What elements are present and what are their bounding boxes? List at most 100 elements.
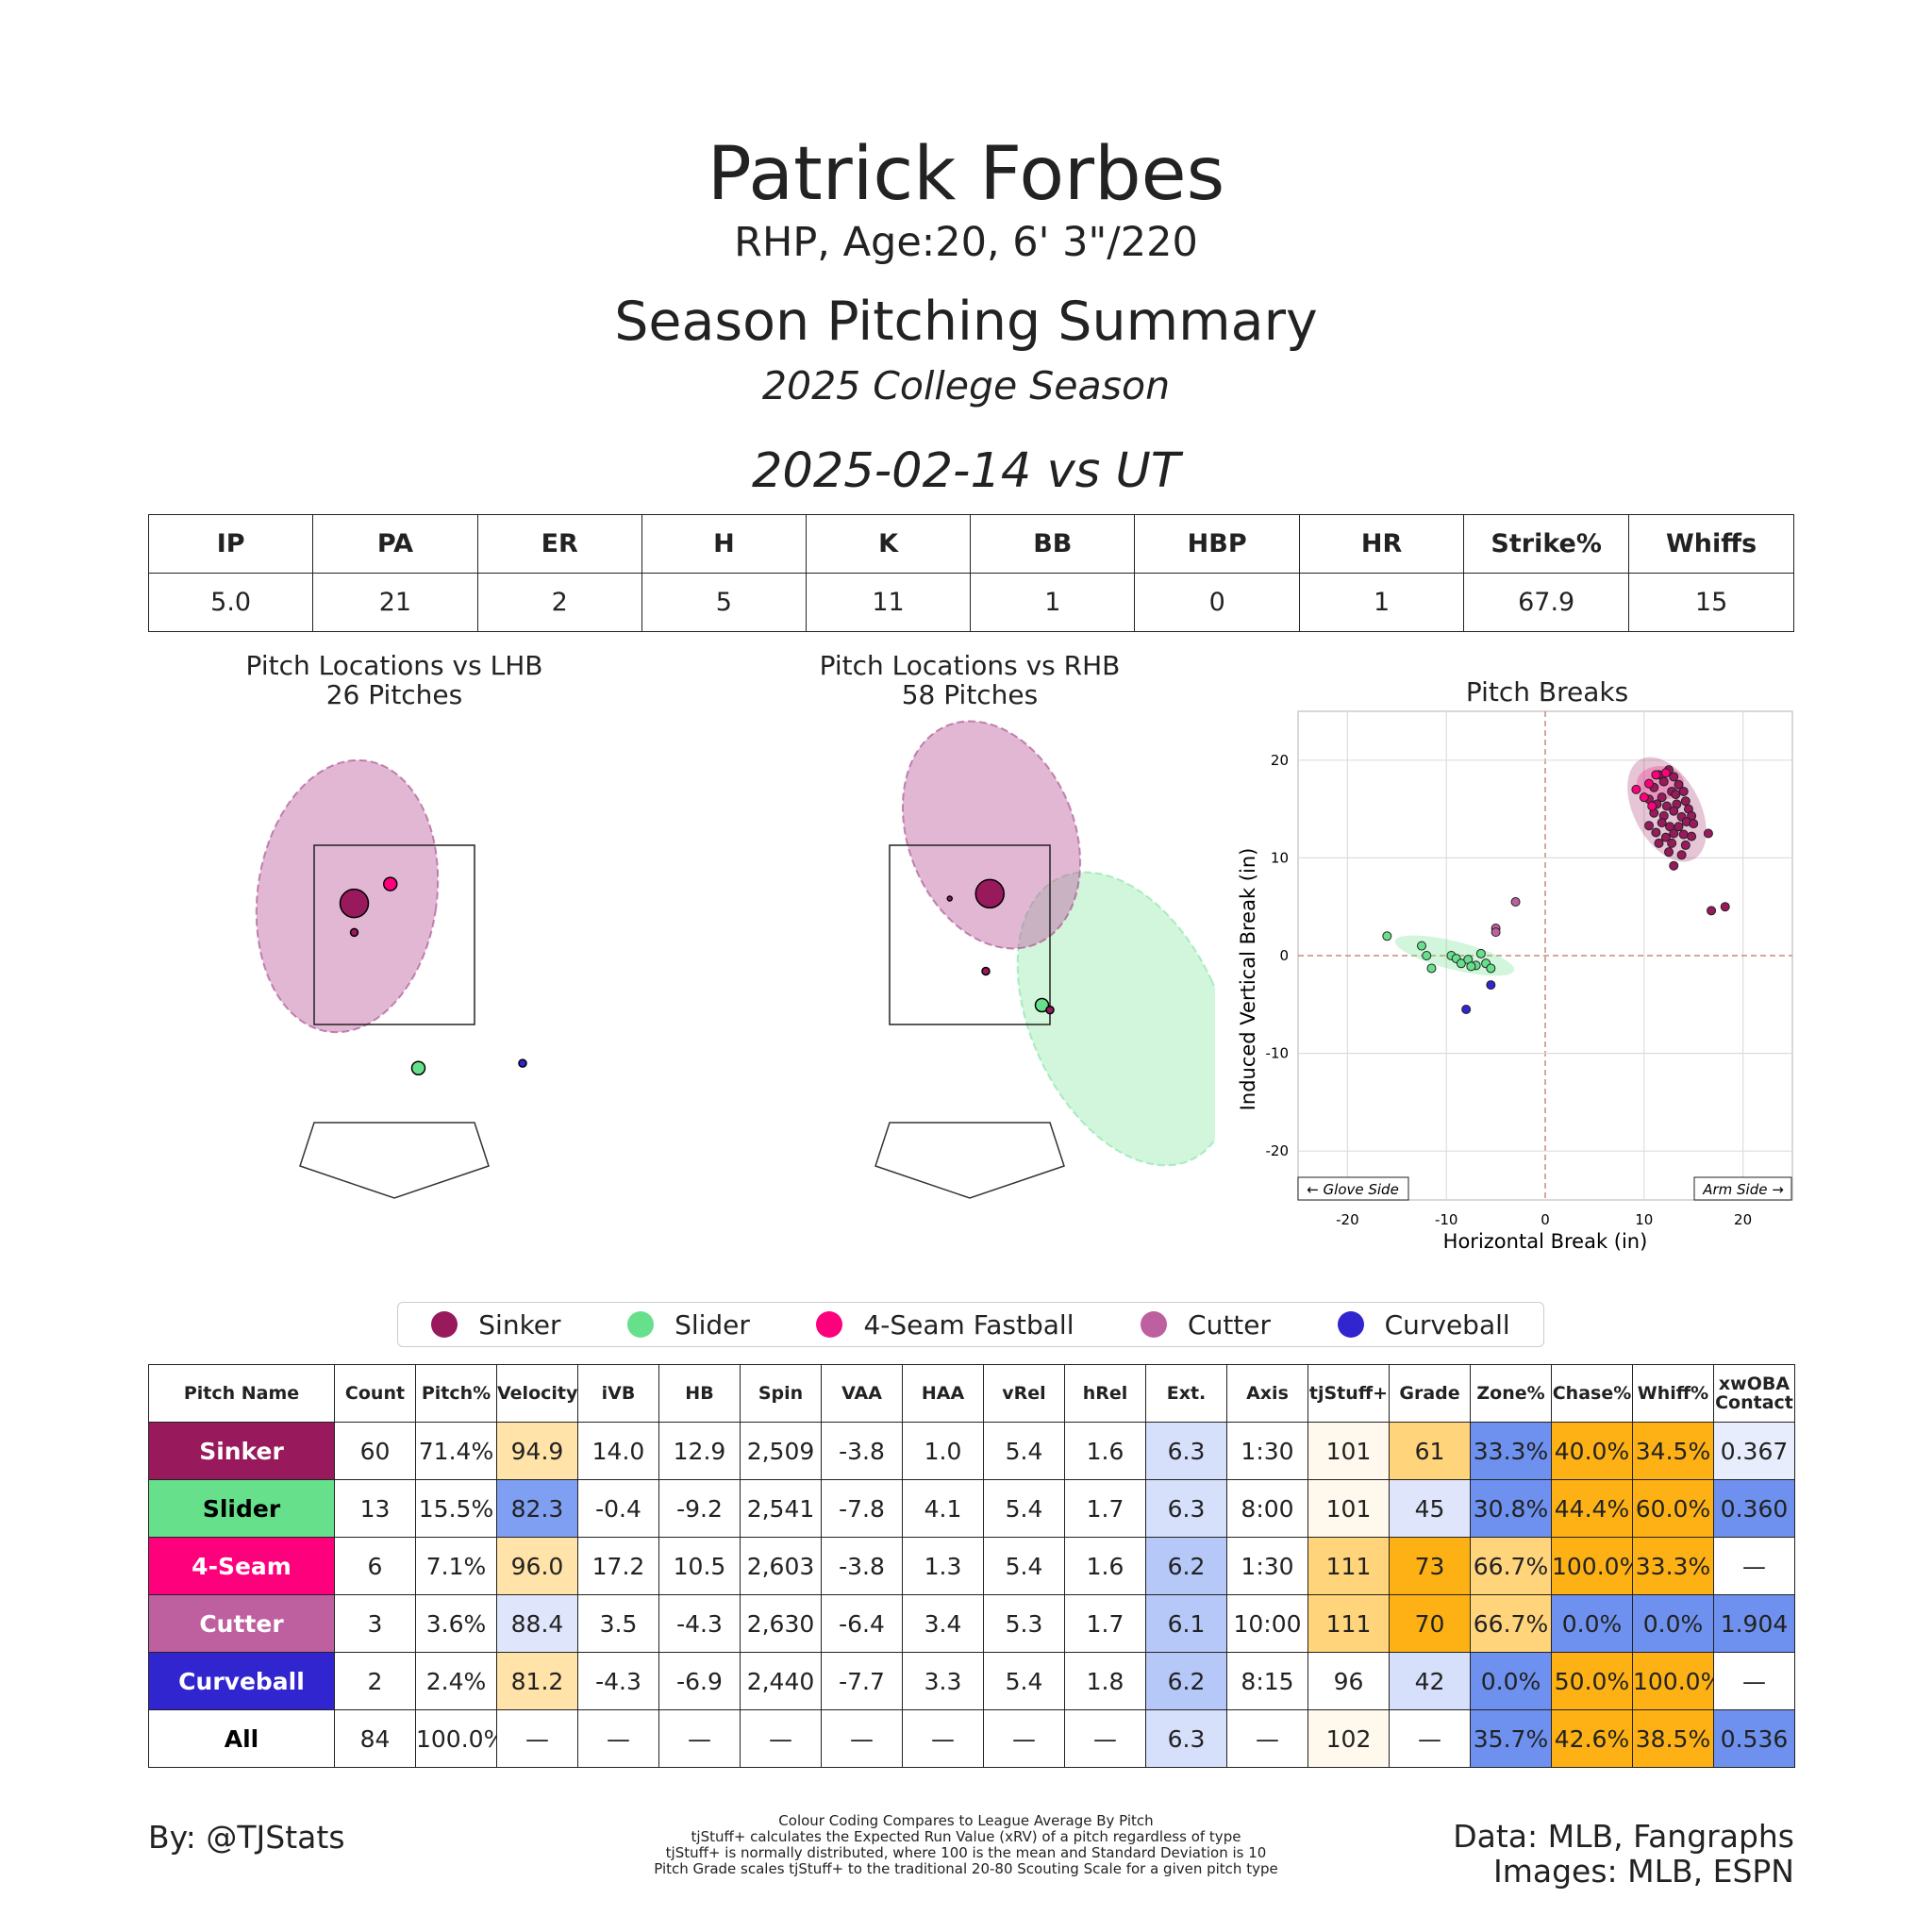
pitch-cell-ivb: 3.5 — [577, 1594, 659, 1653]
pitch-cell-hrel: 1.6 — [1064, 1422, 1146, 1480]
rhb-points — [946, 878, 1055, 1015]
breaks-point-sinker — [1657, 818, 1667, 828]
pitch-cell-xwoba-contact: 0.536 — [1713, 1709, 1795, 1768]
pitch-cell-ext: 6.3 — [1145, 1479, 1227, 1538]
pitch-cell-velocity: 81.2 — [496, 1652, 578, 1710]
box-header-k: K — [805, 514, 972, 574]
breaks-point-sinker — [1664, 847, 1674, 858]
lhb-plot-subtitle: 26 Pitches — [325, 679, 463, 710]
box-value-er: 2 — [476, 573, 642, 632]
pitch-row-all: All84100.0%————————6.3—102—35.7%42.6%38.… — [148, 1709, 1795, 1768]
pitch-header-axis: Axis — [1226, 1364, 1308, 1423]
pitch-cell-vaa: -6.4 — [821, 1594, 903, 1653]
box-score-table: IP PA ER H K BB HBP HR Strike% Whiffs 5.0 21 2 5 11 1 0… — [147, 514, 1794, 632]
box-value-hr: 1 — [1298, 573, 1465, 632]
breaks-point-slider — [1382, 931, 1392, 941]
pitch-cell-xwoba-contact: — — [1713, 1537, 1795, 1595]
breaks-point-sinker — [1678, 829, 1689, 840]
breaks-ytick: 20 — [1271, 752, 1289, 769]
breaks-point-slider — [1426, 963, 1437, 974]
pitch-breaks-plot: -20 -10 0 10 20 -20 -10 0 10 20 ← Glove Side Arm … — [1237, 710, 1793, 1253]
lhb-plot-title-text: Pitch Locations vs LHB — [245, 650, 543, 681]
pitch-cell-tjstuff: 102 — [1307, 1709, 1390, 1768]
player-name: Patrick Forbes — [707, 132, 1225, 217]
breaks-point-cutter — [1491, 927, 1501, 938]
legend-label-cutter: Cutter — [1188, 1308, 1272, 1341]
pitch-header-whiff: Whiff% — [1632, 1364, 1714, 1423]
player-bio: RHP, Age:20, 6' 3"/220 — [734, 219, 1198, 266]
pitch-header-spin: Spin — [740, 1364, 822, 1423]
breaks-grid — [1297, 710, 1793, 1201]
breaks-point-curveball — [1486, 980, 1496, 991]
pitch-cell-xwoba-contact: 0.360 — [1713, 1479, 1795, 1538]
pitch-name-cell: All — [148, 1709, 335, 1768]
pitch-header-vrel: vRel — [983, 1364, 1065, 1423]
breaks-xtick: -10 — [1435, 1211, 1458, 1228]
glove-side-label: ← Glove Side — [1307, 1181, 1399, 1198]
footer-note-1: Colour Coding Compares to League Average… — [778, 1812, 1154, 1829]
lhb-points-point-sinker — [349, 927, 359, 938]
pitch-cell-haa: 3.3 — [902, 1652, 984, 1710]
box-header-hbp: HBP — [1134, 514, 1300, 574]
pitch-cell-grade: 42 — [1389, 1652, 1471, 1710]
arm-side-annotation: Arm Side → — [1693, 1176, 1792, 1201]
pitch-cell-velocity: 82.3 — [496, 1479, 578, 1538]
glove-side-annotation: ← Glove Side — [1297, 1176, 1409, 1201]
pitch-cell-grade: 73 — [1389, 1537, 1471, 1595]
breaks-point-sinker — [1660, 832, 1671, 842]
pitch-cell-pitch: 15.5% — [415, 1479, 497, 1538]
lhb-points-point-sinker — [339, 888, 370, 919]
breaks-point-sinker — [1720, 902, 1730, 912]
pitch-cell-pitch: 100.0% — [415, 1709, 497, 1768]
pitch-legend: Sinker Slider 4-Seam Fastball Cutter Curveba… — [397, 1302, 1544, 1347]
breaks-ytick: 10 — [1271, 849, 1289, 866]
breaks-point-sinker — [1689, 819, 1699, 829]
pitch-cell-ivb: 17.2 — [577, 1537, 659, 1595]
pitch-cell-grade: 61 — [1389, 1422, 1471, 1480]
footer-note-4: Pitch Grade scales tjStuff+ to the tradi… — [654, 1860, 1278, 1877]
lhb-plot-title: Pitch Locations vs LHB 26 Pitches — [206, 651, 583, 709]
box-value-hbp: 0 — [1134, 573, 1300, 632]
pitch-header-chase: Chase% — [1551, 1364, 1633, 1423]
legend-item-4-seam-fastball: 4-Seam Fastball — [816, 1309, 1074, 1341]
breaks-point-sinker — [1680, 840, 1690, 850]
breaks-xtick: 10 — [1635, 1211, 1653, 1228]
pitch-cell-vrel: — — [983, 1709, 1065, 1768]
pitch-cell-hrel: 1.8 — [1064, 1652, 1146, 1710]
breaks-points — [1382, 765, 1730, 1014]
pitch-cell-spin: 2,630 — [740, 1594, 822, 1653]
legend-marker-cutter — [1141, 1311, 1168, 1338]
box-value-strike: 67.9 — [1463, 573, 1630, 632]
pitch-cell-hb: — — [658, 1709, 741, 1768]
pitch-header-ext: Ext. — [1145, 1364, 1227, 1423]
pitch-cell-axis: 8:00 — [1226, 1479, 1308, 1538]
pitch-cell-vaa: -3.8 — [821, 1422, 903, 1480]
pitch-row-sinker: Sinker 60 71.4% 94.9 14.0 12.9 2,509 -3.8 1.0 5.4… — [148, 1422, 1795, 1480]
breaks-point-sinker — [1669, 860, 1679, 871]
breaks-point-sinker — [1674, 822, 1684, 832]
pitch-cell-haa: 1.0 — [902, 1422, 984, 1480]
breaks-xlabel: Horizontal Break (in) — [1443, 1230, 1648, 1253]
legend-marker-4-seam-fastball — [816, 1311, 843, 1338]
pitch-header-grade: Grade — [1389, 1364, 1471, 1423]
footer-notes: Colour Coding Compares to League Average… — [589, 1813, 1343, 1877]
pitch-cell-ext: 6.3 — [1145, 1709, 1227, 1768]
breaks-ticks: -20 -10 0 10 20 -20 -10 0 10 20 — [1266, 752, 1753, 1228]
breaks-plot-title: Pitch Breaks — [1465, 676, 1629, 708]
pitch-cell-spin: 2,603 — [740, 1537, 822, 1595]
pitch-metrics-table: Pitch Name Count Pitch% Velocity iVB HB Spin VA… — [148, 1364, 1795, 1768]
pitch-cell-hrel: — — [1064, 1709, 1146, 1768]
pitch-header-pitch-name: Pitch Name — [148, 1364, 335, 1423]
pitch-cell-zone: 30.8% — [1470, 1479, 1552, 1538]
pitch-cell-whiff: 0.0% — [1632, 1594, 1714, 1653]
pitch-cell-vaa: -3.8 — [821, 1537, 903, 1595]
pitch-cell-haa: 1.3 — [902, 1537, 984, 1595]
breaks-point-4-seam-fastball — [1647, 801, 1657, 811]
breaks-point-sinker — [1667, 838, 1677, 848]
pitch-cell-hb: -9.2 — [658, 1479, 741, 1538]
footer-note-3: tjStuff+ is normally distributed, where … — [665, 1844, 1267, 1861]
pitch-header-count: Count — [334, 1364, 416, 1423]
lhb-location-plot — [255, 758, 527, 1199]
pitch-cell-spin: 2,440 — [740, 1652, 822, 1710]
pitch-cell-ivb: 14.0 — [577, 1422, 659, 1480]
